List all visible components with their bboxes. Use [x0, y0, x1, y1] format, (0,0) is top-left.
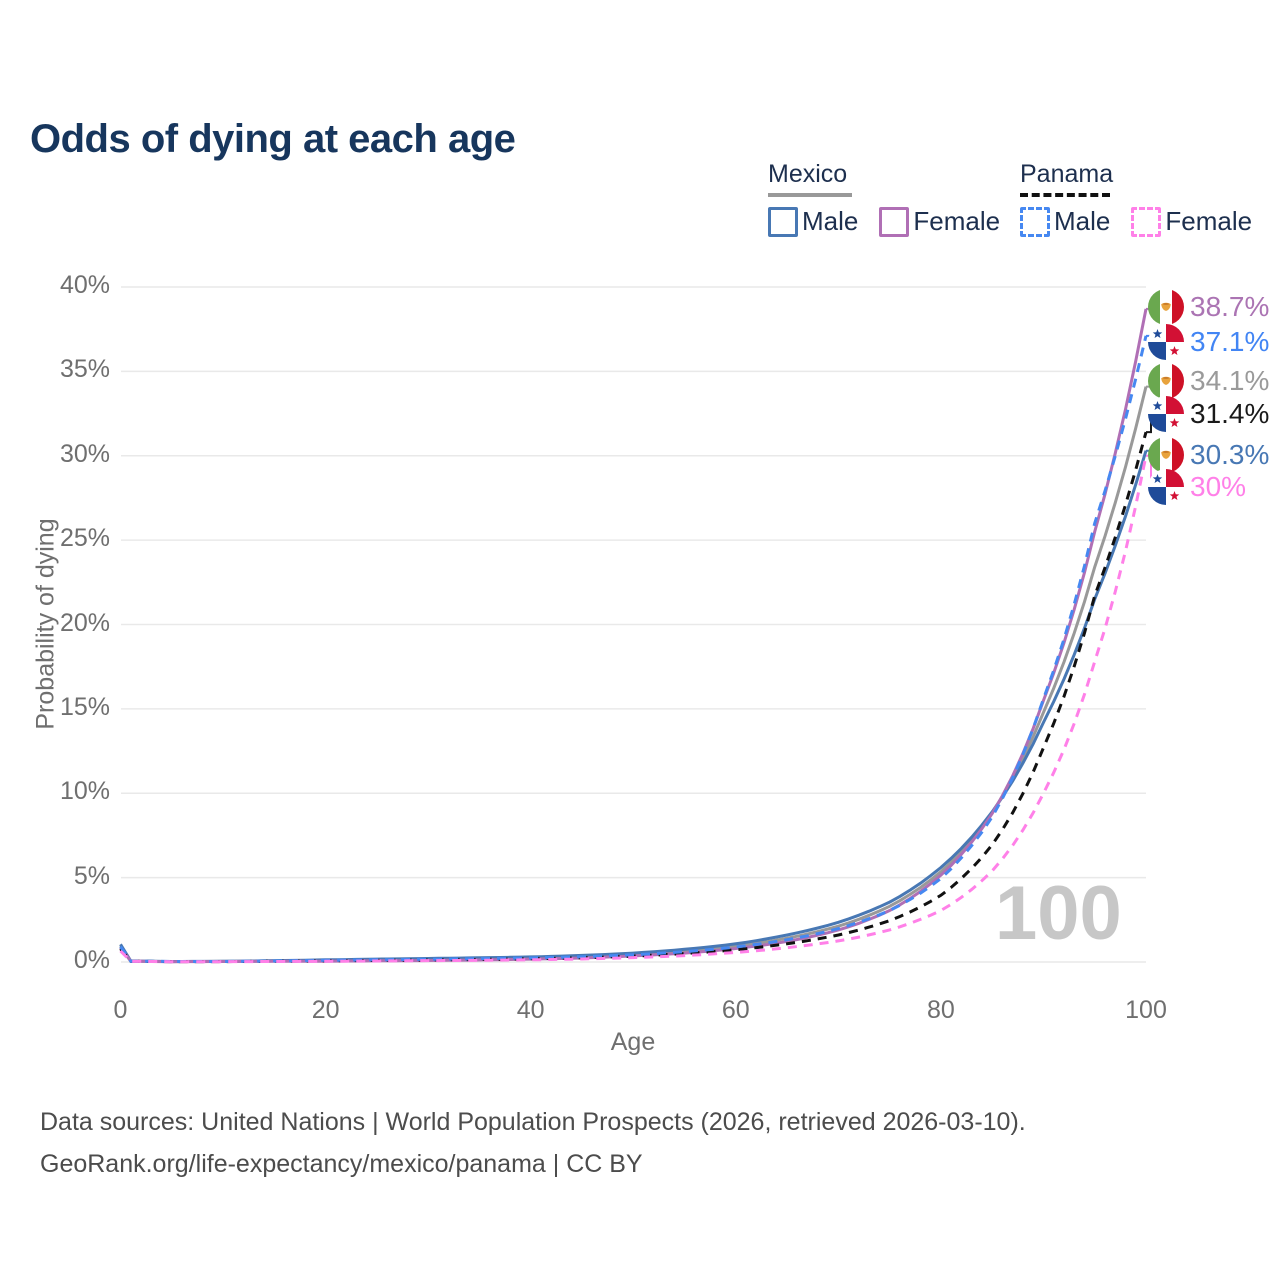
end-label-value: 30.3%	[1190, 439, 1270, 470]
legend-panama-row: Male Female	[1020, 206, 1252, 237]
panama-female-swatch-icon	[1131, 206, 1162, 237]
x-tick-label: 60	[721, 996, 750, 1024]
mexico-female-swatch-icon	[879, 206, 910, 237]
x-tick-label: 100	[1125, 996, 1167, 1024]
x-axis-title: Age	[610, 1028, 656, 1056]
legend-mexico-row: Male Female	[768, 206, 1000, 237]
mexico-male-swatch-icon	[768, 206, 798, 237]
x-tick-label: 40	[516, 996, 545, 1024]
end-label-value: 38.7%	[1190, 291, 1270, 322]
end-label-pa: 30%	[1148, 469, 1246, 505]
y-tick-label: 5%	[73, 861, 110, 890]
legend-panama-line-swatch	[1020, 193, 1110, 197]
legend-item-label: Male	[802, 206, 859, 236]
end-label-value: 34.1%	[1190, 365, 1270, 396]
end-label-mx: 30.3%	[1148, 437, 1269, 473]
legend-mexico-title[interactable]: Mexico	[768, 160, 848, 188]
end-label-pa: 37.1%	[1148, 324, 1269, 360]
panama-flag-icon	[1148, 396, 1184, 432]
legend-item-panama-female[interactable]: Female	[1131, 206, 1252, 237]
legend-mexico-line-swatch	[768, 193, 852, 197]
mexico-flag-icon	[1148, 363, 1184, 399]
legend-group-panama: Panama Male Female	[1020, 160, 1252, 237]
y-tick-label: 0%	[73, 946, 110, 974]
y-tick-label: 20%	[59, 608, 110, 637]
hover-age-watermark: 100	[995, 871, 1122, 956]
series-line-panama-both	[119, 431, 1148, 964]
gridlines	[121, 286, 1146, 963]
y-tick-label: 25%	[59, 524, 110, 553]
end-label-pa: 31.4%	[1148, 396, 1269, 432]
series-line-mexico-male	[119, 450, 1148, 963]
legend-item-label: Female	[1165, 206, 1253, 236]
panama-flag-icon	[1148, 324, 1184, 360]
series-lines	[119, 308, 1148, 964]
y-tick-label: 30%	[59, 439, 110, 468]
panama-male-swatch-icon	[1020, 206, 1050, 237]
series-line-mexico-both	[119, 386, 1148, 964]
mexico-flag-icon	[1148, 289, 1184, 325]
end-label-value: 30%	[1190, 471, 1247, 502]
data-source-text: Data sources: United Nations | World Pop…	[40, 1108, 1026, 1136]
legend-item-label: Female	[913, 206, 1001, 236]
series-line-mexico-female	[119, 308, 1148, 964]
legend-group-mexico: Mexico Male Female	[768, 160, 1000, 237]
legend-panama-title[interactable]: Panama	[1020, 160, 1114, 188]
legend-item-mexico-female[interactable]: Female	[879, 206, 1000, 237]
end-label-mx: 34.1%	[1148, 363, 1269, 399]
x-tick-label: 80	[926, 996, 955, 1024]
end-label-mx: 38.7%	[1148, 289, 1269, 325]
y-tick-label: 35%	[59, 355, 110, 384]
y-tick-label: 40%	[59, 271, 110, 299]
legend-item-panama-male[interactable]: Male	[1020, 206, 1110, 237]
x-tick-label: 0	[113, 996, 128, 1024]
y-tick-label: 15%	[59, 692, 110, 721]
page-title: Odds of dying at each age	[30, 116, 516, 161]
x-tick-label: 20	[311, 996, 340, 1024]
end-label-value: 31.4%	[1190, 398, 1270, 429]
panama-flag-icon	[1148, 469, 1184, 505]
attribution-text: GeoRank.org/life-expectancy/mexico/panam…	[40, 1150, 643, 1178]
legend-item-mexico-male[interactable]: Male	[768, 206, 858, 237]
y-tick-label: 10%	[59, 777, 110, 806]
series-line-panama-male	[119, 335, 1148, 963]
legend-item-label: Male	[1054, 206, 1111, 236]
end-label-value: 37.1%	[1190, 326, 1270, 357]
series-line-panama-female	[119, 455, 1148, 964]
mexico-flag-icon	[1148, 437, 1184, 473]
